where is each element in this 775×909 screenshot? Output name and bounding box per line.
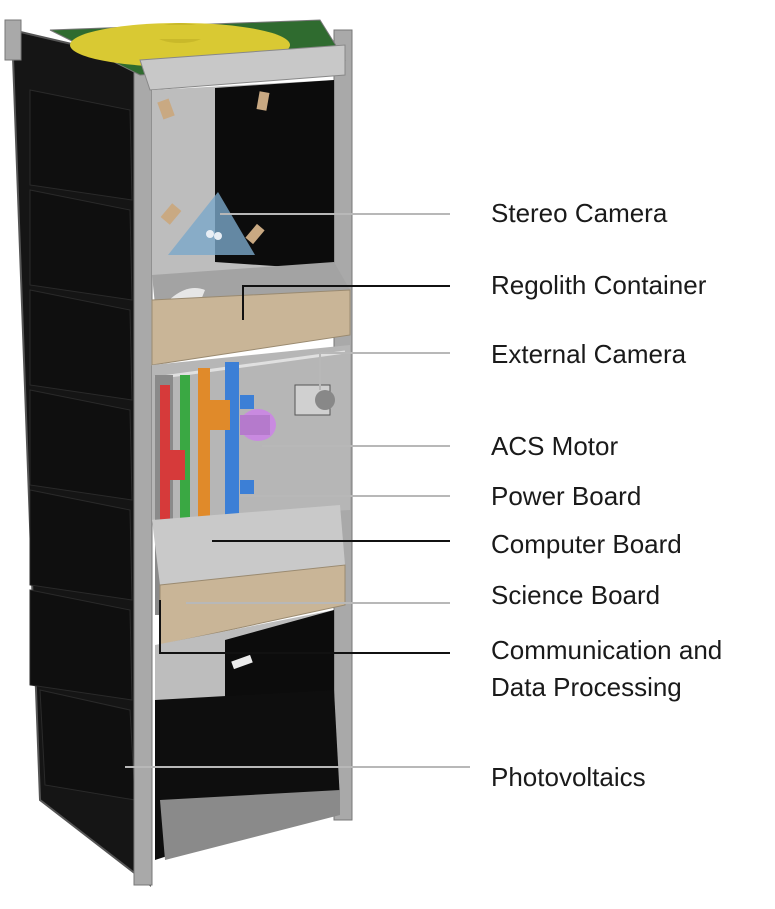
leader-lines xyxy=(125,213,470,768)
label-communication-line1: Communication and xyxy=(491,635,723,665)
leader-communication xyxy=(159,600,450,654)
label-computer-board: Computer Board xyxy=(491,529,682,559)
solar-panel-side xyxy=(10,28,152,888)
electronics-compartment xyxy=(152,345,350,615)
label-photovoltaics: Photovoltaics xyxy=(491,762,646,792)
leader-external-camera xyxy=(319,352,450,390)
label-acs-motor: ACS Motor xyxy=(491,431,619,461)
label-stereo-camera: Stereo Camera xyxy=(491,198,668,228)
top-lid xyxy=(49,19,346,91)
label-science-board: Science Board xyxy=(491,580,661,610)
regolith-container-tray xyxy=(151,262,351,366)
label-regolith-container: Regolith Container xyxy=(491,270,707,300)
label-power-board: Power Board xyxy=(491,481,642,511)
science-board xyxy=(180,375,190,605)
leader-regolith-container xyxy=(242,285,450,320)
upper-compartment xyxy=(152,80,334,285)
label-communication-line2: Data Processing xyxy=(491,672,682,702)
label-external-camera: External Camera xyxy=(491,339,687,369)
lower-compartment xyxy=(155,610,340,860)
comm-board xyxy=(160,385,170,595)
